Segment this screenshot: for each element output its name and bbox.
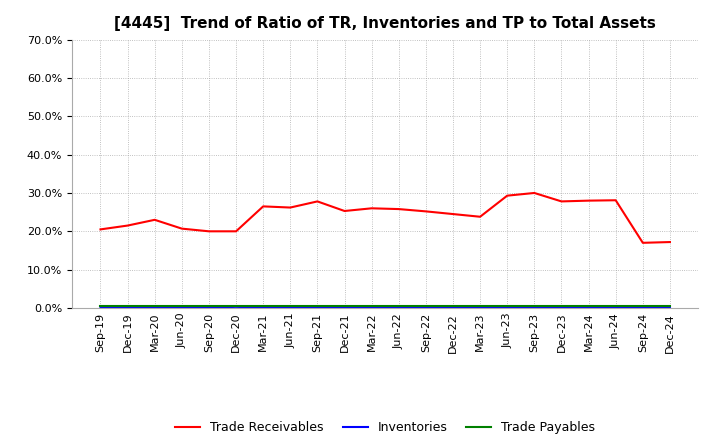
Trade Payables xyxy=(665,304,674,309)
Trade Payables xyxy=(639,304,647,309)
Inventories xyxy=(476,305,485,310)
Trade Payables xyxy=(449,304,457,309)
Inventories xyxy=(584,305,593,310)
Trade Receivables xyxy=(259,204,268,209)
Trade Payables xyxy=(178,304,186,309)
Inventories xyxy=(341,305,349,310)
Inventories xyxy=(530,305,539,310)
Trade Receivables xyxy=(395,206,403,212)
Inventories xyxy=(639,305,647,310)
Inventories xyxy=(611,305,620,310)
Trade Receivables xyxy=(367,205,376,211)
Trade Receivables xyxy=(584,198,593,203)
Inventories xyxy=(123,305,132,310)
Inventories xyxy=(395,305,403,310)
Inventories xyxy=(259,305,268,310)
Inventories xyxy=(503,305,511,310)
Inventories xyxy=(665,305,674,310)
Trade Payables xyxy=(503,304,511,309)
Inventories xyxy=(286,305,294,310)
Trade Receivables xyxy=(639,240,647,246)
Trade Receivables xyxy=(557,199,566,204)
Trade Payables xyxy=(341,304,349,309)
Inventories xyxy=(449,305,457,310)
Trade Payables xyxy=(259,304,268,309)
Trade Payables xyxy=(96,304,105,309)
Inventories xyxy=(232,304,240,309)
Title: [4445]  Trend of Ratio of TR, Inventories and TP to Total Assets: [4445] Trend of Ratio of TR, Inventories… xyxy=(114,16,656,32)
Trade Receivables xyxy=(178,226,186,231)
Trade Receivables xyxy=(96,227,105,232)
Trade Receivables xyxy=(530,191,539,196)
Inventories xyxy=(313,305,322,310)
Trade Payables xyxy=(286,304,294,309)
Trade Receivables xyxy=(421,209,430,214)
Trade Receivables xyxy=(611,198,620,203)
Trade Receivables xyxy=(150,217,159,223)
Trade Payables xyxy=(530,304,539,309)
Trade Receivables xyxy=(123,223,132,228)
Trade Payables xyxy=(584,304,593,309)
Trade Receivables xyxy=(313,199,322,204)
Line: Trade Receivables: Trade Receivables xyxy=(101,193,670,243)
Trade Receivables xyxy=(341,209,349,214)
Trade Payables xyxy=(123,304,132,309)
Trade Payables xyxy=(204,304,213,309)
Trade Payables xyxy=(476,304,485,309)
Inventories xyxy=(178,305,186,310)
Trade Payables xyxy=(367,304,376,309)
Trade Receivables xyxy=(449,211,457,216)
Inventories xyxy=(204,305,213,310)
Trade Payables xyxy=(313,304,322,309)
Trade Receivables xyxy=(503,193,511,198)
Trade Receivables xyxy=(286,205,294,210)
Legend: Trade Receivables, Inventories, Trade Payables: Trade Receivables, Inventories, Trade Pa… xyxy=(170,416,600,439)
Trade Payables xyxy=(232,304,240,309)
Trade Payables xyxy=(421,304,430,309)
Inventories xyxy=(421,305,430,310)
Trade Payables xyxy=(611,304,620,309)
Trade Receivables xyxy=(232,229,240,234)
Trade Receivables xyxy=(204,229,213,234)
Inventories xyxy=(557,305,566,310)
Inventories xyxy=(96,305,105,310)
Inventories xyxy=(150,305,159,310)
Trade Payables xyxy=(557,304,566,309)
Trade Receivables xyxy=(665,239,674,245)
Trade Payables xyxy=(395,304,403,309)
Trade Receivables xyxy=(476,214,485,220)
Inventories xyxy=(367,305,376,310)
Line: Inventories: Inventories xyxy=(101,307,670,308)
Trade Payables xyxy=(150,304,159,309)
